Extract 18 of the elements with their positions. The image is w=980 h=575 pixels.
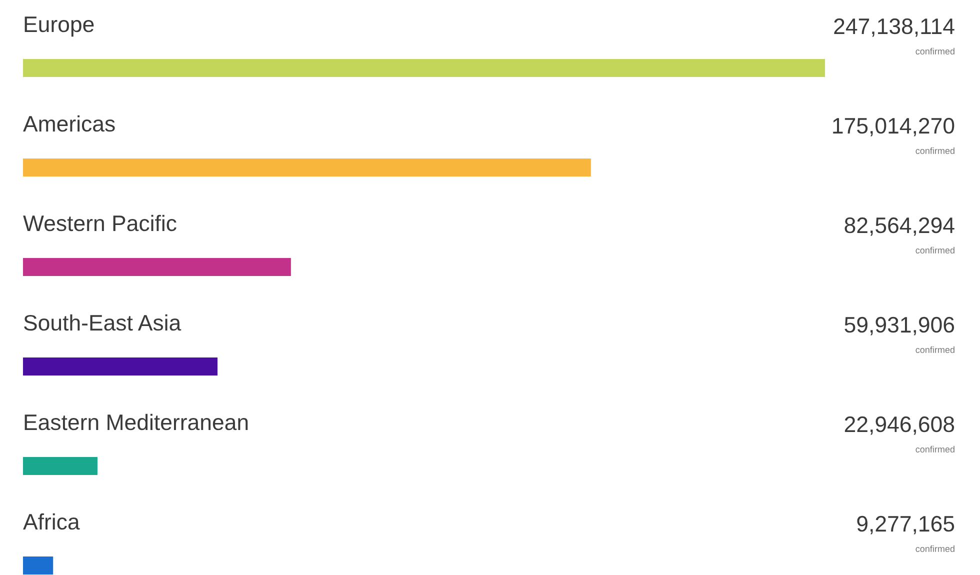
data-label: 59,931,906 [844, 316, 954, 336]
text: confirmed [916, 48, 954, 55]
text: confirmed [916, 545, 954, 552]
text: confirmed [916, 147, 954, 154]
data-label: 247,138,114 [834, 18, 954, 37]
y-tick-label: Americas [23, 115, 115, 132]
data-label: 22,946,608 [844, 416, 954, 435]
y-tick-label: Europe [24, 16, 94, 37]
y-tick-label: Western Pacific [23, 214, 176, 232]
data-label: 175,014,270 [833, 118, 954, 136]
text: confirmed [916, 346, 954, 354]
y-tick-label: Eastern Mediterranean [24, 414, 248, 430]
y-tick-label: Africa [23, 513, 80, 530]
text: confirmed [916, 446, 954, 453]
y-tick-label: South-East Asia [24, 314, 182, 331]
data-label: 9,277,165 [857, 516, 954, 534]
text: confirmed [916, 246, 954, 254]
data-label: 82,564,294 [844, 217, 954, 236]
